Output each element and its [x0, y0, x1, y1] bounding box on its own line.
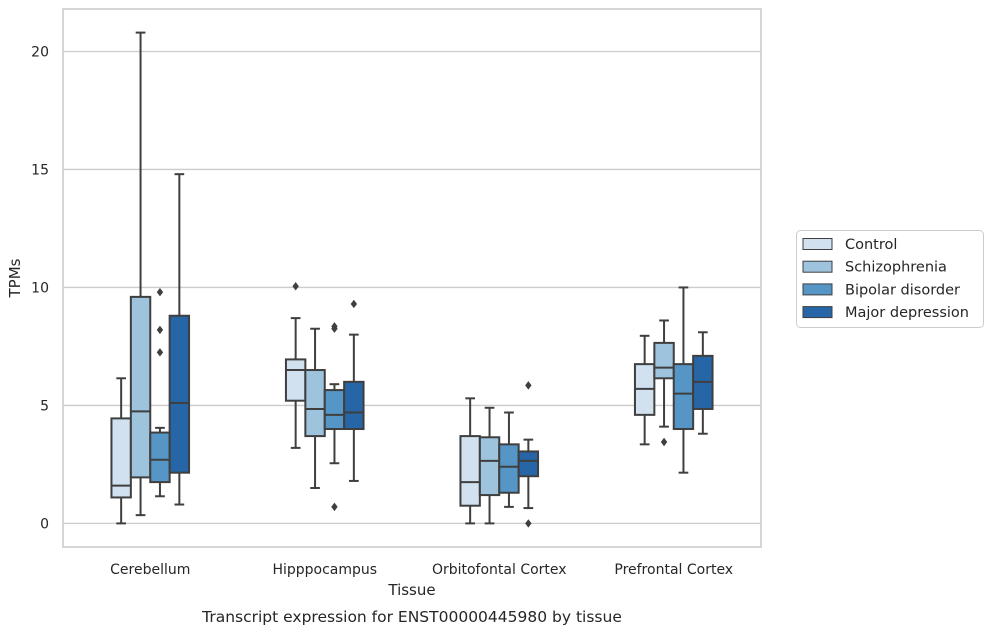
box — [653, 341, 675, 380]
chart-caption: Transcript expression for ENST0000044598… — [201, 608, 622, 626]
box-group — [304, 327, 326, 490]
legend-frame — [796, 230, 984, 328]
box-group — [168, 173, 191, 506]
legend-label: Bipolar disorder — [845, 282, 960, 298]
x-tick-labels: Cerebellum Hipppocampus Orbitofontal Corte… — [110, 562, 733, 578]
outlier-marker — [331, 322, 338, 331]
y-tick-label: 5 — [40, 398, 49, 414]
legend-swatch — [802, 238, 833, 250]
y-tick-labels: 0 5 10 15 20 — [31, 44, 49, 532]
box-layer — [110, 31, 714, 528]
box-group — [672, 286, 695, 474]
x-tick-label: Prefrontal Cortex — [614, 562, 733, 578]
outlier-marker — [525, 381, 532, 390]
legend-swatch — [802, 306, 833, 319]
box — [129, 295, 152, 479]
box-group — [498, 411, 520, 508]
box — [517, 450, 540, 478]
box-group — [478, 406, 501, 525]
outlier-marker — [525, 519, 532, 528]
box — [168, 314, 191, 474]
legend-swatch — [802, 260, 833, 273]
box — [304, 369, 326, 438]
outlier-marker — [156, 348, 164, 357]
legend-label: Major depression — [845, 305, 969, 321]
box-group — [633, 334, 656, 446]
legend-swatch — [802, 283, 833, 296]
box-group — [129, 31, 152, 517]
box — [459, 435, 481, 507]
x-axis-label: Tissue — [387, 581, 435, 599]
box-group — [692, 331, 714, 435]
x-tick-label: Orbitofontal Cortex — [432, 562, 567, 578]
outlier-marker — [292, 282, 299, 291]
box-group — [284, 282, 307, 449]
box-group — [149, 287, 171, 498]
box — [343, 380, 365, 431]
box-group — [517, 381, 540, 528]
box-group — [343, 299, 365, 482]
box — [478, 436, 501, 497]
outlier-marker — [156, 287, 164, 297]
y-tick-label: 0 — [40, 516, 49, 532]
box-group — [459, 397, 481, 525]
y-tick-label: 15 — [31, 162, 49, 178]
box — [498, 443, 520, 494]
box-group — [110, 377, 132, 525]
box-group — [653, 319, 675, 447]
legend-label: Control — [845, 237, 897, 253]
box — [149, 431, 171, 484]
x-tick-label: Hipppocampus — [272, 562, 377, 578]
y-axis-label: TPMs — [6, 258, 24, 298]
legend: Control Schizophrenia Bipolar disorder Majo… — [796, 230, 984, 328]
box — [284, 358, 307, 402]
outlier-marker — [156, 325, 164, 335]
legend-label: Schizophrenia — [845, 260, 947, 276]
x-tick-label: Cerebellum — [110, 562, 190, 578]
outlier-marker — [331, 502, 338, 512]
y-tick-label: 20 — [31, 44, 49, 60]
outlier-marker — [660, 437, 668, 447]
outlier-marker — [350, 299, 358, 309]
box — [323, 389, 346, 431]
y-tick-label: 10 — [31, 280, 49, 296]
box — [672, 363, 695, 431]
plot-frame — [62, 8, 762, 548]
box-group — [323, 322, 346, 512]
